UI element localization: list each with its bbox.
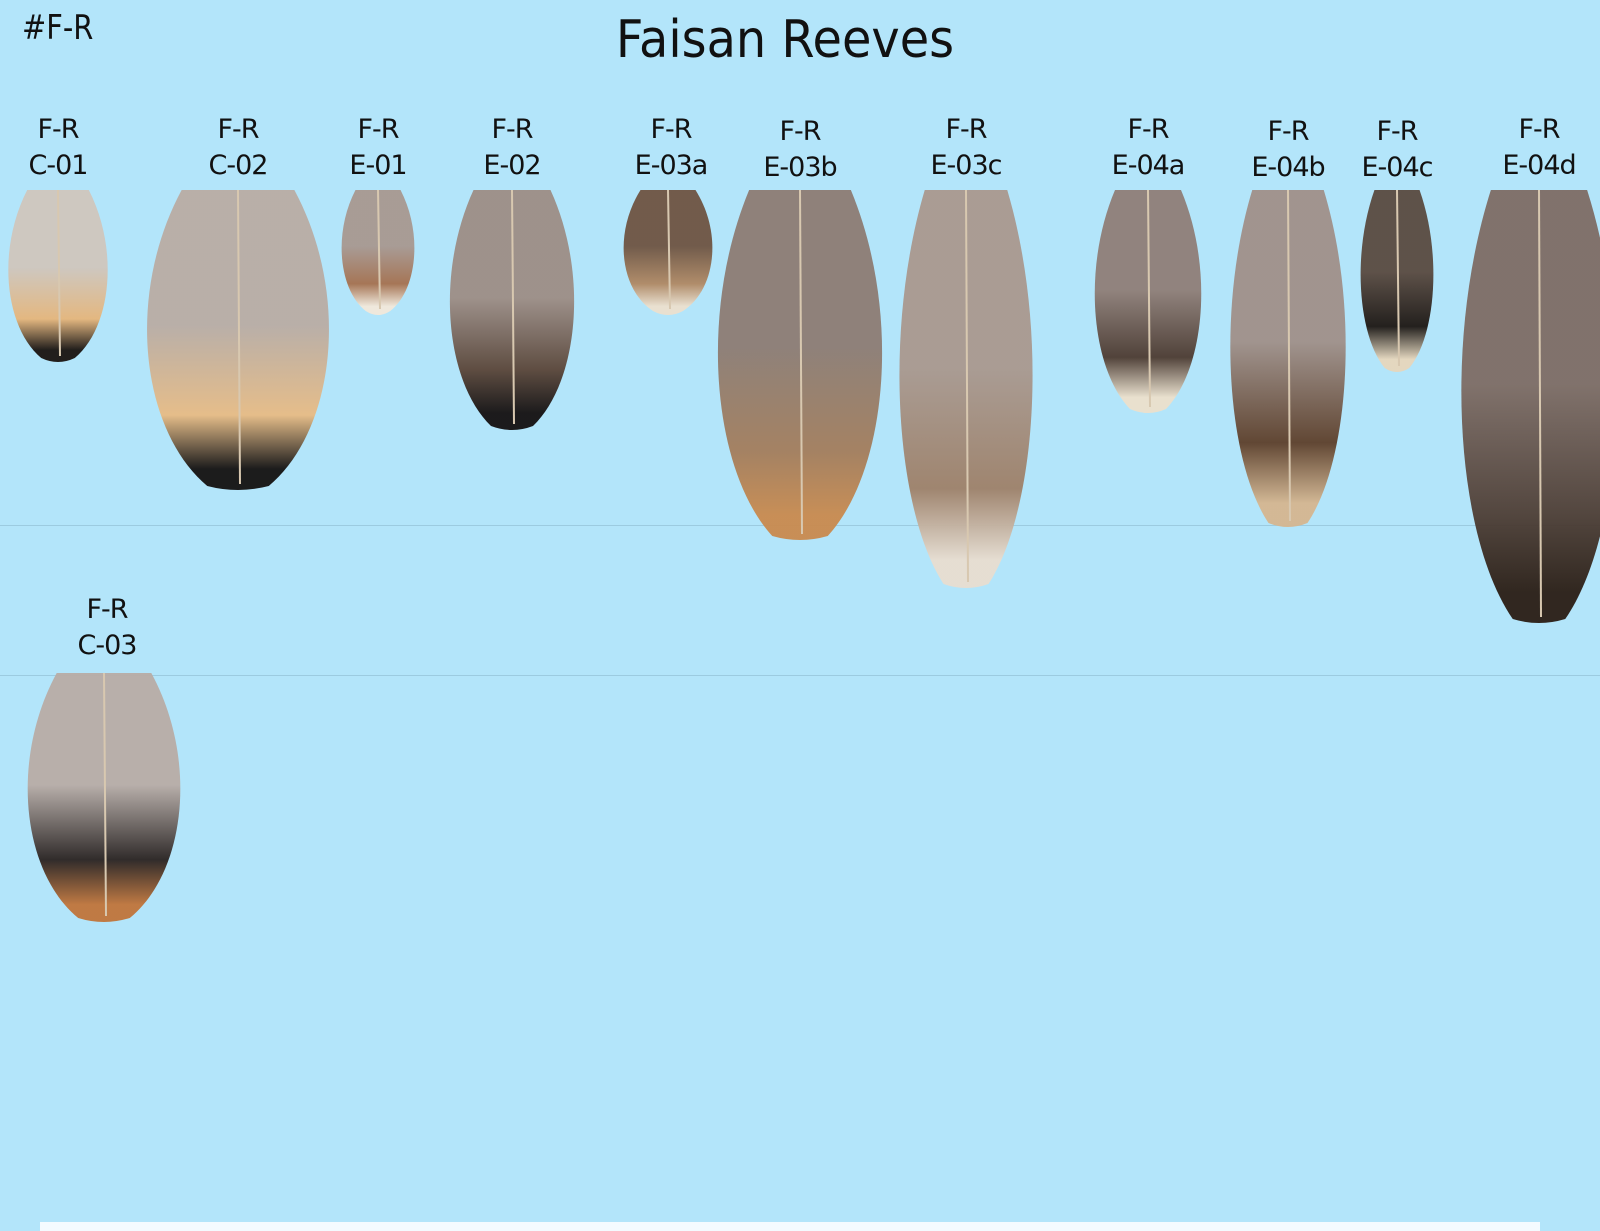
label-prefix: F-R bbox=[491, 114, 533, 145]
scan-seam-line bbox=[0, 675, 1600, 676]
feather-label: F-R C-03 bbox=[52, 592, 162, 664]
label-id: E-03a bbox=[634, 150, 709, 181]
label-id: E-03c bbox=[930, 150, 1002, 181]
feather-label: F-R E-04a bbox=[1093, 112, 1203, 184]
feather-e-04c bbox=[1360, 189, 1434, 372]
feather-shaft bbox=[1396, 189, 1400, 367]
label-id: E-04b bbox=[1251, 152, 1325, 183]
label-prefix: F-R bbox=[1127, 114, 1169, 145]
label-id: E-04d bbox=[1502, 150, 1576, 181]
feather-label: F-R E-03c bbox=[911, 112, 1021, 184]
feather-c-01 bbox=[8, 189, 108, 362]
feather-shaft bbox=[965, 189, 969, 583]
feather-vane bbox=[27, 673, 181, 922]
label-id: E-02 bbox=[483, 150, 541, 181]
label-prefix: F-R bbox=[86, 594, 128, 625]
feather-vane bbox=[8, 190, 108, 362]
label-id: E-04c bbox=[1361, 152, 1433, 183]
feather-label: F-R E-02 bbox=[457, 112, 567, 184]
feather-vane bbox=[717, 190, 883, 540]
feather-shaft bbox=[377, 189, 381, 310]
feather-vane bbox=[899, 190, 1033, 588]
label-id: C-01 bbox=[28, 150, 89, 181]
feather-e-04b bbox=[1230, 189, 1346, 527]
feather-label: F-R E-04c bbox=[1342, 114, 1452, 186]
feather-label: F-R C-02 bbox=[183, 112, 293, 184]
feather-e-03b bbox=[717, 189, 883, 540]
label-prefix: F-R bbox=[217, 114, 259, 145]
feather-shaft bbox=[667, 189, 671, 310]
label-id: E-03b bbox=[763, 152, 837, 183]
feather-e-04a bbox=[1094, 189, 1202, 413]
feather-shaft bbox=[1147, 189, 1151, 408]
feather-label: F-R C-01 bbox=[3, 112, 113, 184]
label-id: E-01 bbox=[349, 150, 407, 181]
label-prefix: F-R bbox=[945, 114, 987, 145]
label-prefix: F-R bbox=[1518, 114, 1560, 145]
label-id: C-02 bbox=[208, 150, 269, 181]
feather-c-03 bbox=[27, 672, 181, 922]
label-prefix: F-R bbox=[1376, 116, 1418, 147]
label-prefix: F-R bbox=[357, 114, 399, 145]
feather-shaft bbox=[1287, 189, 1291, 522]
feather-shaft bbox=[237, 189, 241, 485]
feather-shaft bbox=[1538, 189, 1542, 618]
scan-edge bbox=[40, 1222, 1540, 1231]
sheet-code: #F-R bbox=[22, 8, 94, 48]
label-prefix: F-R bbox=[37, 114, 79, 145]
feather-e-03a bbox=[623, 189, 713, 315]
feather-vane bbox=[147, 190, 329, 490]
feather-e-04d bbox=[1461, 189, 1600, 623]
label-id: C-03 bbox=[77, 630, 138, 661]
feather-vane bbox=[341, 190, 415, 315]
feather-vane bbox=[623, 190, 713, 315]
feather-label: F-R E-01 bbox=[323, 112, 433, 184]
feather-shaft bbox=[511, 189, 515, 425]
label-id: E-04a bbox=[1111, 150, 1186, 181]
label-prefix: F-R bbox=[1267, 116, 1309, 147]
label-prefix: F-R bbox=[779, 116, 821, 147]
feather-label: F-R E-04b bbox=[1233, 114, 1343, 186]
feather-vane bbox=[1230, 190, 1346, 527]
feather-shaft bbox=[799, 189, 803, 535]
feather-shaft bbox=[57, 189, 61, 357]
feather-vane bbox=[1094, 190, 1202, 413]
feather-label: F-R E-03b bbox=[745, 114, 855, 186]
feather-label: F-R E-03a bbox=[616, 112, 726, 184]
feather-vane bbox=[1360, 190, 1434, 372]
feather-vane bbox=[449, 190, 575, 430]
feather-shaft bbox=[103, 672, 107, 917]
feather-vane bbox=[1461, 190, 1600, 623]
feather-e-02 bbox=[449, 189, 575, 430]
feather-c-02 bbox=[147, 189, 329, 490]
feather-label: F-R E-04d bbox=[1484, 112, 1594, 184]
sheet-title: Faisan Reeves bbox=[615, 10, 955, 70]
feather-e-01 bbox=[341, 189, 415, 315]
feather-e-03c bbox=[899, 189, 1033, 588]
label-prefix: F-R bbox=[650, 114, 692, 145]
